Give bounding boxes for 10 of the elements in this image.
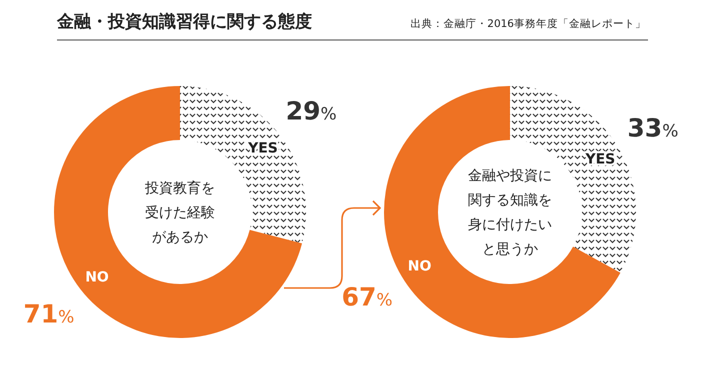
- source-note: 出典：金融庁・2016事務年度「金融レポート」: [410, 17, 646, 30]
- slice-label: NO: [85, 269, 109, 286]
- data-label: 71%: [23, 300, 74, 329]
- text: 金融や投資に関する知識を身に付けたいと思うか: [468, 168, 552, 258]
- data-label: 29%: [286, 96, 337, 126]
- data-label: 33%: [627, 114, 678, 142]
- slice-label: NO: [408, 258, 432, 274]
- text: 投資教育を受けた経験があるか: [144, 179, 215, 246]
- chart-title: 金融・投資知識習得に関する態度: [56, 12, 312, 32]
- data-label: 67%: [342, 282, 393, 312]
